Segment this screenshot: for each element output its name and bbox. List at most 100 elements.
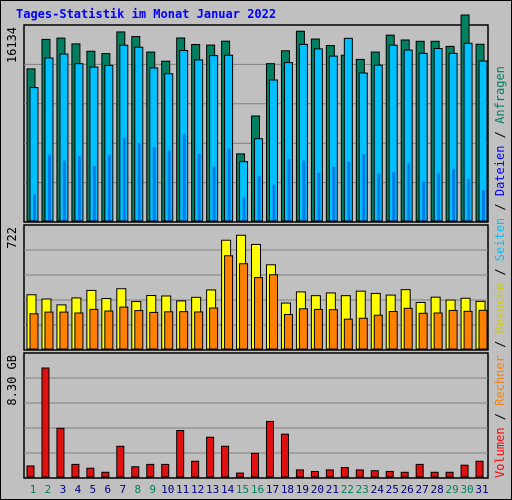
bar-dateien bbox=[254, 138, 264, 222]
day-label: 3 bbox=[60, 483, 67, 496]
bar-volumen bbox=[191, 460, 200, 478]
bar-volumen bbox=[116, 445, 125, 478]
bar-dateien bbox=[448, 52, 458, 222]
bar-dateien bbox=[283, 62, 293, 222]
day-label: 29 bbox=[445, 483, 458, 496]
bar-rechner bbox=[179, 311, 189, 350]
bar-seiten bbox=[347, 161, 351, 221]
bar-volumen bbox=[221, 445, 230, 478]
bar-dateien bbox=[343, 37, 353, 222]
bar-rechner bbox=[343, 318, 353, 350]
bar-volumen bbox=[86, 467, 95, 478]
bar-seiten bbox=[287, 158, 291, 221]
bar-volumen bbox=[400, 471, 409, 478]
bar-seiten bbox=[137, 142, 141, 221]
bar-dateien bbox=[149, 67, 159, 222]
bar-seiten bbox=[107, 154, 111, 221]
day-labels: 1 2 3 4 5 6 7 8 9 10 11 12 13 14 15 16 17 18 19 20 21 22 23 24 2… bbox=[30, 483, 489, 496]
panel-volume: 8.30 GB bbox=[5, 352, 489, 479]
legend-seiten: Seiten bbox=[493, 217, 507, 262]
bar-dateien bbox=[209, 55, 219, 222]
bar-rechner bbox=[268, 274, 278, 350]
bar-rechner bbox=[119, 306, 129, 350]
day-label: 4 bbox=[75, 483, 82, 496]
chart-title: Tages-Statistik im Monat Januar 2022 bbox=[16, 7, 277, 21]
day-label: 18 bbox=[281, 483, 294, 496]
bar-seiten bbox=[62, 160, 66, 221]
bar-volumen bbox=[430, 471, 439, 478]
bar-dateien bbox=[164, 73, 174, 222]
day-label: 25 bbox=[386, 483, 399, 496]
bar-dateien bbox=[328, 55, 338, 222]
bar-rechner bbox=[104, 310, 114, 350]
bar-seiten bbox=[33, 194, 36, 221]
day-label: 26 bbox=[401, 483, 414, 496]
bar-seiten bbox=[482, 190, 486, 221]
bar-dateien bbox=[433, 48, 443, 222]
y-max-label: 16134 bbox=[5, 27, 19, 63]
bar-volumen bbox=[131, 466, 140, 478]
bar-dateien bbox=[104, 64, 114, 222]
bar-seiten bbox=[182, 134, 186, 221]
bar-volumen bbox=[251, 452, 260, 478]
bar-rechner bbox=[403, 307, 413, 350]
bar-rechner bbox=[89, 308, 99, 350]
day-label: 12 bbox=[191, 483, 204, 496]
bar-dateien bbox=[194, 59, 204, 222]
bar-volumen bbox=[101, 471, 110, 478]
bar-rechner bbox=[418, 312, 428, 350]
legend-separator: / bbox=[493, 123, 507, 146]
day-label: 27 bbox=[416, 483, 429, 496]
bar-seiten bbox=[317, 172, 321, 221]
bar-volumen bbox=[236, 472, 245, 478]
bar-dateien bbox=[373, 64, 383, 222]
bar-volumen bbox=[280, 433, 289, 478]
bar-dateien bbox=[239, 161, 249, 222]
day-label: 5 bbox=[90, 483, 97, 496]
bar-dateien bbox=[313, 48, 323, 222]
bar-dateien bbox=[74, 63, 84, 222]
bar-volumen bbox=[325, 469, 334, 478]
day-label: 30 bbox=[460, 483, 473, 496]
day-label: 1 bbox=[30, 483, 37, 496]
bar-rechner bbox=[29, 313, 39, 350]
day-label: 15 bbox=[236, 483, 249, 496]
bar-rechner bbox=[59, 311, 69, 350]
day-label: 28 bbox=[431, 483, 444, 496]
bar-seiten bbox=[272, 184, 276, 221]
bar-volumen bbox=[295, 469, 304, 478]
bar-rechner bbox=[74, 312, 84, 350]
day-label: 7 bbox=[119, 483, 126, 496]
bar-volumen bbox=[310, 470, 319, 478]
bar-dateien bbox=[388, 44, 398, 222]
bar-seiten bbox=[257, 176, 261, 221]
day-label: 17 bbox=[266, 483, 279, 496]
bars bbox=[26, 367, 484, 478]
bar-volumen bbox=[56, 427, 65, 478]
legend-besuche: Besuche bbox=[493, 282, 507, 334]
legend-separator: / bbox=[493, 261, 507, 283]
bar-seiten bbox=[197, 153, 201, 221]
bar-seiten bbox=[422, 181, 426, 221]
bar-seiten bbox=[302, 160, 306, 221]
day-label: 9 bbox=[149, 483, 156, 496]
bar-rechner bbox=[209, 307, 219, 350]
bar-dateien bbox=[119, 44, 129, 222]
day-label: 2 bbox=[45, 483, 52, 496]
y-max-label: 8.30 GB bbox=[5, 355, 19, 406]
bar-volumen bbox=[26, 465, 35, 478]
bar-volumen bbox=[445, 471, 454, 478]
bar-dateien bbox=[179, 50, 189, 222]
legend-dateien: Dateien bbox=[493, 145, 507, 197]
y-max-label: 722 bbox=[5, 227, 19, 249]
day-label: 11 bbox=[176, 483, 189, 496]
bar-rechner bbox=[328, 309, 338, 350]
bar-rechner bbox=[194, 311, 204, 350]
legend-separator: / bbox=[493, 196, 507, 218]
bar-dateien bbox=[358, 72, 368, 222]
bar-volumen bbox=[161, 463, 170, 478]
bar-seiten bbox=[362, 154, 366, 221]
bar-dateien bbox=[463, 42, 473, 222]
bar-rechner bbox=[478, 309, 488, 350]
